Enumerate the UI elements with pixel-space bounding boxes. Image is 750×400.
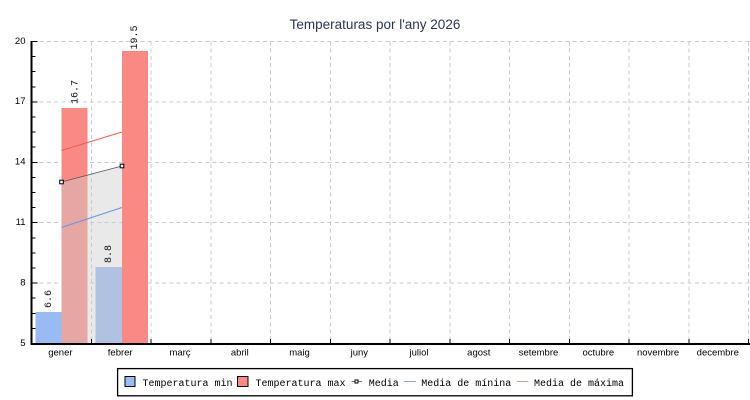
svg-text:14: 14 bbox=[15, 157, 26, 168]
svg-text:abril: abril bbox=[231, 348, 249, 359]
svg-text:20: 20 bbox=[15, 36, 26, 47]
svg-text:8.8: 8.8 bbox=[104, 245, 115, 263]
svg-text:gener: gener bbox=[48, 348, 72, 359]
svg-text:19.5: 19.5 bbox=[130, 25, 141, 49]
svg-text:maig: maig bbox=[289, 348, 310, 359]
svg-text:Media: Media bbox=[369, 378, 399, 390]
svg-text:Media de mínina: Media de mínina bbox=[421, 378, 511, 390]
svg-text:Temperaturas por l'any 2026: Temperaturas por l'any 2026 bbox=[290, 17, 461, 32]
svg-text:8: 8 bbox=[20, 277, 25, 288]
svg-text:juny: juny bbox=[350, 348, 369, 359]
svg-text:Temperatura min: Temperatura min bbox=[143, 378, 233, 390]
svg-text:agost: agost bbox=[467, 348, 491, 359]
svg-text:setembre: setembre bbox=[519, 348, 559, 359]
svg-text:11: 11 bbox=[16, 217, 26, 228]
svg-text:Temperatura max: Temperatura max bbox=[256, 379, 346, 390]
svg-text:decembre: decembre bbox=[697, 348, 739, 359]
svg-text:febrer: febrer bbox=[108, 348, 133, 359]
svg-text:16.7: 16.7 bbox=[70, 80, 81, 104]
svg-text:17: 17 bbox=[15, 96, 26, 107]
svg-text:Media de máxima: Media de máxima bbox=[534, 378, 624, 390]
svg-text:novembre: novembre bbox=[637, 348, 679, 359]
svg-text:5: 5 bbox=[20, 338, 25, 349]
svg-text:octubre: octubre bbox=[582, 348, 614, 359]
svg-text:6.6: 6.6 bbox=[44, 290, 55, 308]
svg-text:juliol: juliol bbox=[408, 348, 428, 359]
svg-text:març: març bbox=[169, 348, 190, 359]
